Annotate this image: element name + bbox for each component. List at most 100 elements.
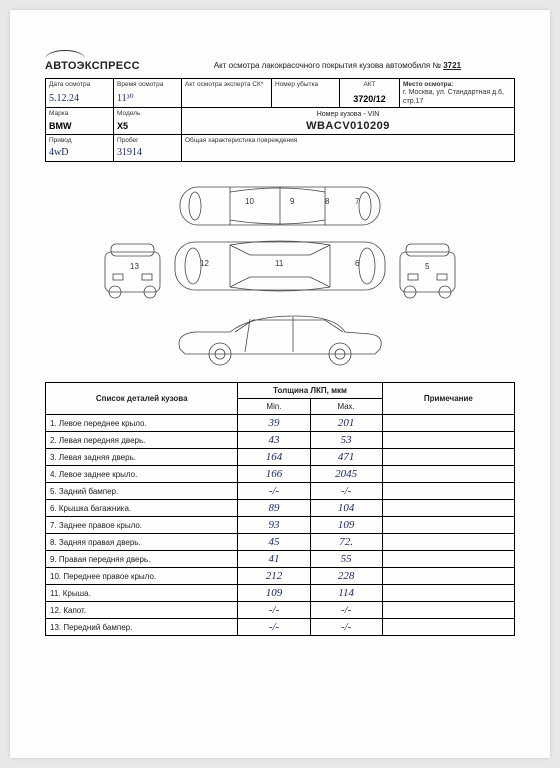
part-name: 13. Передний бампер. [46,619,238,636]
car-diagram: 10 9 8 7 13 12 11 6 5 [90,174,470,374]
info-row-2: Марка BMW Модель X5 Номер кузова - VIN W… [46,108,514,135]
min-value: 164 [238,449,310,466]
max-value: -/- [310,619,382,636]
note-value [382,449,514,466]
min-value: 89 [238,500,310,517]
logo: АВТОЭКСПРЕСС [45,50,140,72]
part-name: 5. Задний бампер. [46,483,238,500]
diagram-label: 7 [355,197,360,206]
min-value: 212 [238,568,310,585]
table-row: 13. Передний бампер.-/--/- [46,619,515,636]
max-value: 72. [310,534,382,551]
table-row: 11. Крыша.109114 [46,585,515,602]
date-value: 5.12.24 [49,93,110,106]
vin-value: WBACV010209 [306,120,390,132]
max-value: -/- [310,602,382,619]
document-title: Акт осмотра лакокрасочного покрытия кузо… [160,61,515,72]
make-label: Марка [49,110,110,117]
min-value: -/- [238,483,310,500]
damage-label: Общая характеристика повреждения [185,137,511,144]
th-thickness: Толщина ЛКП, мкм [238,383,382,399]
part-name: 7. Заднее правое крыло. [46,517,238,534]
info-row-3: Привод 4wD Пробег 31914 Общая характерис… [46,135,514,161]
th-max: Max. [310,399,382,415]
mileage-value: 31914 [117,147,178,160]
max-value: -/- [310,483,382,500]
note-value [382,619,514,636]
table-row: 6. Крышка багажника.89104 [46,500,515,517]
make-value: BMW [49,121,110,133]
inspection-form-page: АВТОЭКСПРЕСС Акт осмотра лакокрасочного … [10,10,550,758]
table-row: 9. Правая передняя дверь.4155 [46,551,515,568]
akt-label: АКТ [343,81,396,88]
part-name: 10. Переднее правое крыло. [46,568,238,585]
diagram-label: 9 [290,197,295,206]
max-value: 2045 [310,466,382,483]
time-label: Время осмотра [117,81,178,88]
make-cell: Марка BMW [46,108,114,134]
place-value: г. Москва, ул. Стандартная д.6, стр.17 [403,88,511,106]
part-name: 12. Капот. [46,602,238,619]
min-value: -/- [238,602,310,619]
note-value [382,466,514,483]
drive-value: 4wD [49,147,110,160]
max-value: 228 [310,568,382,585]
part-name: 3. Левая задняя дверь. [46,449,238,466]
part-name: 4. Левое заднее крыло. [46,466,238,483]
parts-tbody: 1. Левое переднее крыло.39201 2. Левая пе… [46,415,515,636]
place-cell: Место осмотра: г. Москва, ул. Стандартна… [400,79,514,107]
place-label: Место осмотра: [403,81,511,88]
min-value: 109 [238,585,310,602]
akt-value: 3720/12 [343,94,396,106]
min-value: 45 [238,534,310,551]
diagram-label: 13 [130,262,139,271]
table-row: 10. Переднее правое крыло.212228 [46,568,515,585]
mileage-label: Пробег [117,137,178,144]
damage-cell: Общая характеристика повреждения [182,135,514,161]
min-value: 41 [238,551,310,568]
document-number: 3721 [443,61,461,70]
loss-label: Номер убытка [275,81,336,88]
part-name: 9. Правая передняя дверь. [46,551,238,568]
mileage-cell: Пробег 31914 [114,135,182,161]
header: АВТОЭКСПРЕСС Акт осмотра лакокрасочного … [45,50,515,72]
part-name: 6. Крышка багажника. [46,500,238,517]
th-parts: Список деталей кузова [46,383,238,415]
time-value: 11³⁰ [117,93,178,106]
max-value: 104 [310,500,382,517]
loss-cell: Номер убытка [272,79,340,107]
model-value: X5 [117,121,178,133]
model-cell: Модель X5 [114,108,182,134]
expert-label: Акт осмотра эксперта СК* [185,81,268,88]
diagram-label: 5 [425,262,430,271]
th-min: Min. [238,399,310,415]
damage-value [185,158,511,160]
info-grid: Дата осмотра 5.12.24 Время осмотра 11³⁰ … [45,78,515,162]
diagram-label: 10 [245,197,254,206]
min-value: 166 [238,466,310,483]
date-cell: Дата осмотра 5.12.24 [46,79,114,107]
expert-cell: Акт осмотра эксперта СК* [182,79,272,107]
vin-label: Номер кузова - VIN [317,111,380,118]
min-value: 43 [238,432,310,449]
table-row: 8. Задняя правая дверь.4572. [46,534,515,551]
date-label: Дата осмотра [49,81,110,88]
note-value [382,568,514,585]
table-row: 5. Задний бампер.-/--/- [46,483,515,500]
th-note: Примечание [382,383,514,415]
time-cell: Время осмотра 11³⁰ [114,79,182,107]
note-value [382,551,514,568]
expert-value [185,104,268,106]
note-value [382,432,514,449]
parts-table: Список деталей кузова Толщина ЛКП, мкм П… [45,382,515,636]
note-value [382,415,514,432]
diagram-label: 11 [275,259,284,268]
diagram-label: 6 [355,259,360,268]
min-value: 39 [238,415,310,432]
part-name: 2. Левая передняя дверь. [46,432,238,449]
title-text: Акт осмотра лакокрасочного покрытия кузо… [214,61,441,70]
part-name: 1. Левое переднее крыло. [46,415,238,432]
max-value: 201 [310,415,382,432]
note-value [382,500,514,517]
note-value [382,483,514,500]
